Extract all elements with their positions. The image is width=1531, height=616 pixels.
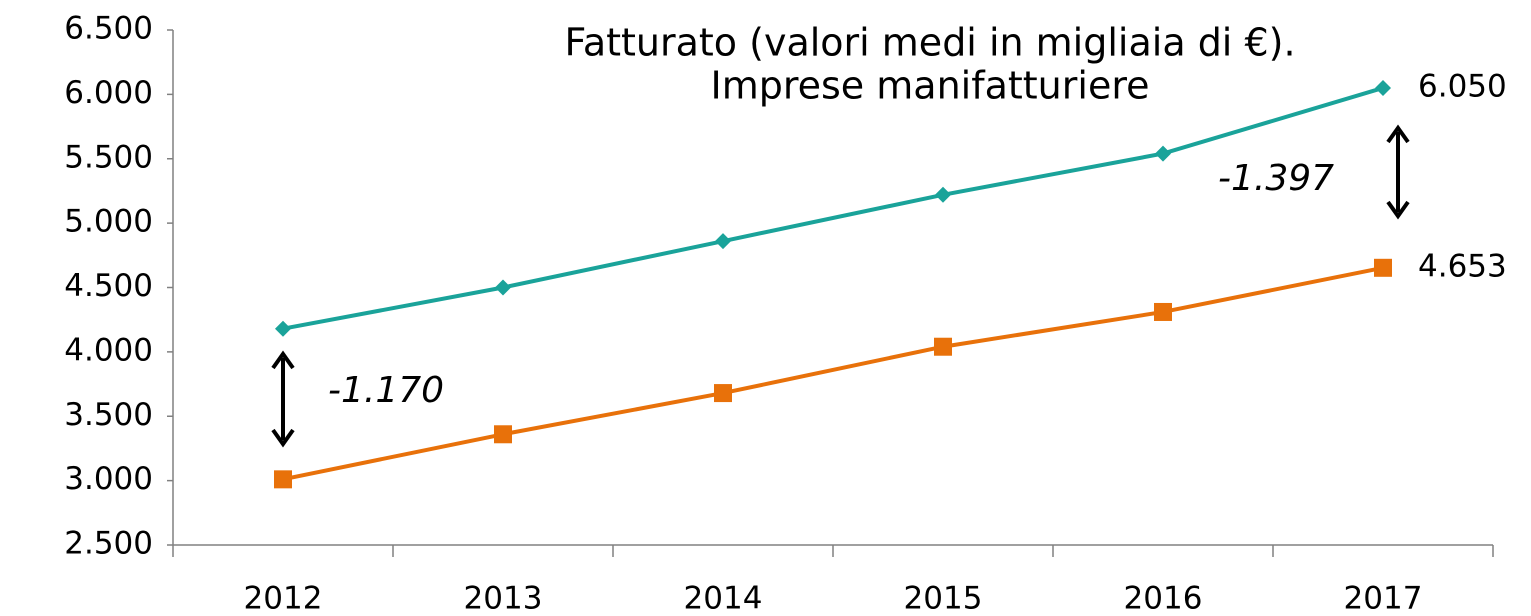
annotation: -1.170: [328, 370, 444, 411]
chart-title: Fatturato (valori medi in migliaia di €)…: [564, 21, 1295, 65]
line: [282, 86, 1384, 331]
y-tick-label: 4.500: [64, 268, 153, 304]
marker: [1155, 145, 1171, 162]
marker: [935, 186, 951, 203]
chart-title: Imprese manifatturiere: [711, 64, 1150, 108]
marker: [714, 384, 732, 403]
x-tick-label: 2017: [1344, 581, 1423, 616]
marker: [1374, 258, 1392, 277]
marker: [715, 233, 731, 250]
x-tick-label: 2012: [244, 581, 323, 616]
marker: [1154, 302, 1172, 321]
marker: [495, 279, 511, 296]
y-tick-label: 4.000: [64, 332, 153, 368]
marker: [274, 470, 292, 489]
marker: [934, 337, 952, 356]
annotation: -1.397: [1218, 158, 1334, 199]
y-tick-label: 5.000: [64, 204, 153, 240]
arrow: [271, 124, 1410, 448]
x-tick-label: 2014: [684, 581, 763, 616]
data-label: 6.050: [1418, 68, 1507, 104]
x-tick-label: 2016: [1124, 581, 1203, 616]
y-tick-label: 2.500: [64, 526, 153, 562]
x-tick-label: 2015: [904, 581, 983, 616]
marker: [1375, 79, 1391, 96]
y-tick-label: 6.000: [64, 75, 153, 111]
x-tick-label: 2013: [464, 581, 543, 616]
line: [282, 265, 1384, 482]
y-tick-label: 3.500: [64, 397, 153, 433]
marker: [494, 425, 512, 444]
y-tick-label: 3.000: [64, 461, 153, 497]
y-tick-label: 6.500: [64, 11, 153, 47]
data-label: 4.653: [1418, 248, 1507, 284]
y-tick-label: 5.500: [64, 139, 153, 175]
marker: [275, 320, 291, 337]
